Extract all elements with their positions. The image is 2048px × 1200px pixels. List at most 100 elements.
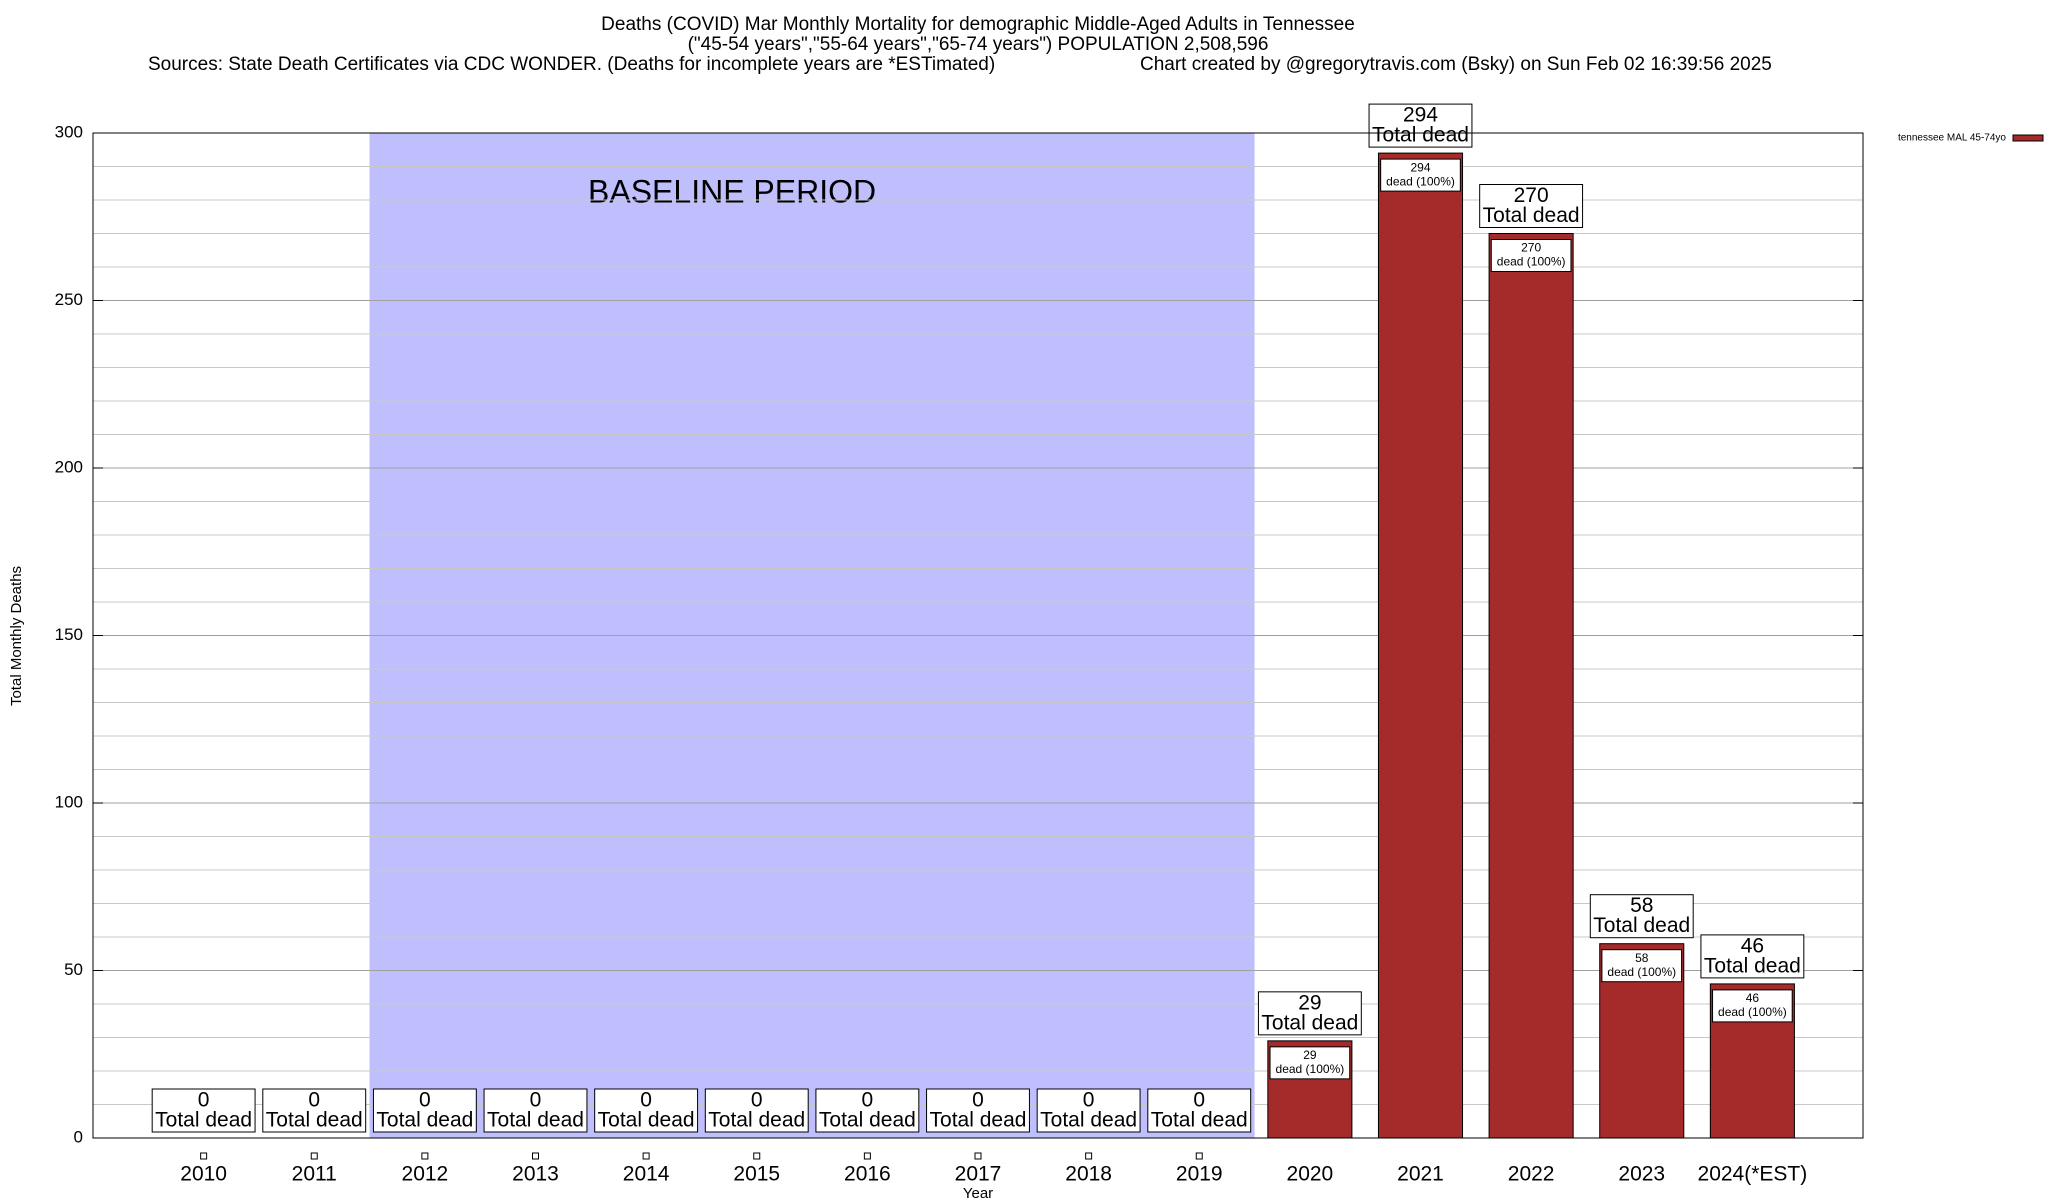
inner-label-box [1712,989,1793,1023]
zero-marker [200,1152,208,1160]
value-label: 46 [1741,934,1764,957]
total-label-box [262,1088,367,1133]
x-tick-label: 2014 [623,1163,670,1186]
total-label: Total dead [376,1109,473,1132]
zero-marker [974,1152,982,1160]
total-label-box [483,1088,588,1133]
inner-label: dead (100%) [1607,965,1676,979]
inner-label: dead (100%) [1386,174,1455,188]
total-label-box [372,1088,477,1133]
value-label: 294 [1403,104,1438,127]
zero-marker [532,1152,539,1160]
total-label: Total dead [1372,124,1469,147]
bar [1488,233,1574,1139]
total-label-box [704,1088,809,1133]
y-tick-label: 100 [55,792,83,811]
y-axis-label: Total Monthly Deaths [8,566,25,706]
total-label-box [1147,1088,1252,1133]
chart-subtitle: ("45-54 years","55-64 years","65-74 year… [688,34,1269,55]
inner-value-label: 46 [1746,991,1760,1005]
chart-title: Deaths (COVID) Mar Monthly Mortality for… [601,14,1355,35]
x-tick-label: 2012 [402,1163,449,1186]
total-label-box [151,1088,256,1133]
baseline-label: BASELINE PERIOD [588,173,876,209]
total-label-box [1479,184,1584,228]
y-tick-label: 0 [74,1127,83,1146]
inner-label: dead (100%) [1497,255,1566,269]
value-label: 270 [1514,184,1549,207]
value-label: 0 [862,1089,874,1112]
value-label: 0 [530,1089,542,1112]
legend-label: tennessee MAL 45-74yo [1898,133,2006,144]
total-label: Total dead [1483,204,1580,227]
inner-label-box [1380,158,1461,192]
x-tick-label: 2010 [180,1163,227,1186]
total-label: Total dead [155,1109,252,1132]
total-label: Total dead [1704,954,1801,977]
inner-label: dead (100%) [1276,1062,1345,1076]
inner-label-box [1269,1046,1351,1080]
total-label: Total dead [266,1109,363,1132]
y-tick-label: 200 [55,457,83,476]
y-tick-label: 250 [55,290,83,309]
value-label: 0 [1193,1089,1205,1112]
zero-marker [863,1152,871,1160]
inner-label-box [1490,239,1572,272]
x-tick-label: 2019 [1176,1163,1223,1186]
x-axis-label: Year [963,1185,993,1200]
inner-value-label: 58 [1635,951,1649,965]
zero-marker [753,1152,761,1160]
x-tick-label: 2020 [1287,1163,1334,1186]
value-label: 0 [640,1089,652,1112]
total-label: Total dead [487,1109,584,1132]
x-tick-label: 2011 [292,1163,337,1186]
value-label: 0 [1083,1089,1095,1112]
x-tick-label: 2017 [955,1163,1002,1186]
total-label-box [1368,103,1473,148]
total-label-box [1589,894,1694,939]
x-tick-label: 2018 [1065,1163,1112,1186]
value-label: 0 [308,1089,320,1112]
x-tick-label: 2023 [1618,1163,1665,1186]
zero-marker [310,1152,318,1160]
inner-label: dead (100%) [1718,1005,1787,1019]
zero-marker [421,1152,429,1160]
total-label: Total dead [819,1109,916,1132]
total-label: Total dead [1151,1109,1248,1132]
x-tick-label: 2016 [844,1163,891,1186]
bar [1377,152,1464,1139]
value-label: 0 [972,1089,984,1112]
x-tick-label: 2013 [512,1163,559,1186]
y-tick-label: 300 [55,122,83,141]
total-label-box [594,1088,699,1133]
credit: Chart created by @gregorytravis.com (Bsk… [1140,54,1772,75]
x-tick-label: 2024(*EST) [1698,1163,1808,1186]
y-tick-label: 50 [64,960,83,979]
x-tick-label: 2022 [1508,1163,1555,1186]
plot-frame [92,132,1864,1139]
value-label: 29 [1298,991,1321,1014]
total-label: Total dead [1040,1109,1137,1132]
sources: Sources: State Death Certificates via CD… [148,54,995,75]
x-tick-label: 2015 [733,1163,780,1186]
zero-marker [1085,1152,1093,1160]
value-label: 0 [198,1089,210,1112]
value-label: 0 [419,1089,431,1112]
inner-label-box [1601,949,1683,983]
value-label: 0 [751,1089,763,1112]
y-tick-label: 150 [55,625,83,644]
total-label-box [926,1088,1030,1133]
total-label: Total dead [598,1109,695,1132]
total-label: Total dead [930,1109,1027,1132]
value-label: 58 [1630,894,1653,917]
total-label-box [1257,991,1362,1036]
total-label: Total dead [1593,914,1690,937]
total-label-box [1036,1088,1141,1133]
total-label: Total dead [708,1109,805,1132]
x-tick-label: 2021 [1397,1163,1444,1186]
inner-value-label: 270 [1521,241,1541,255]
zero-marker [1195,1152,1203,1160]
total-label-box [1700,934,1805,979]
